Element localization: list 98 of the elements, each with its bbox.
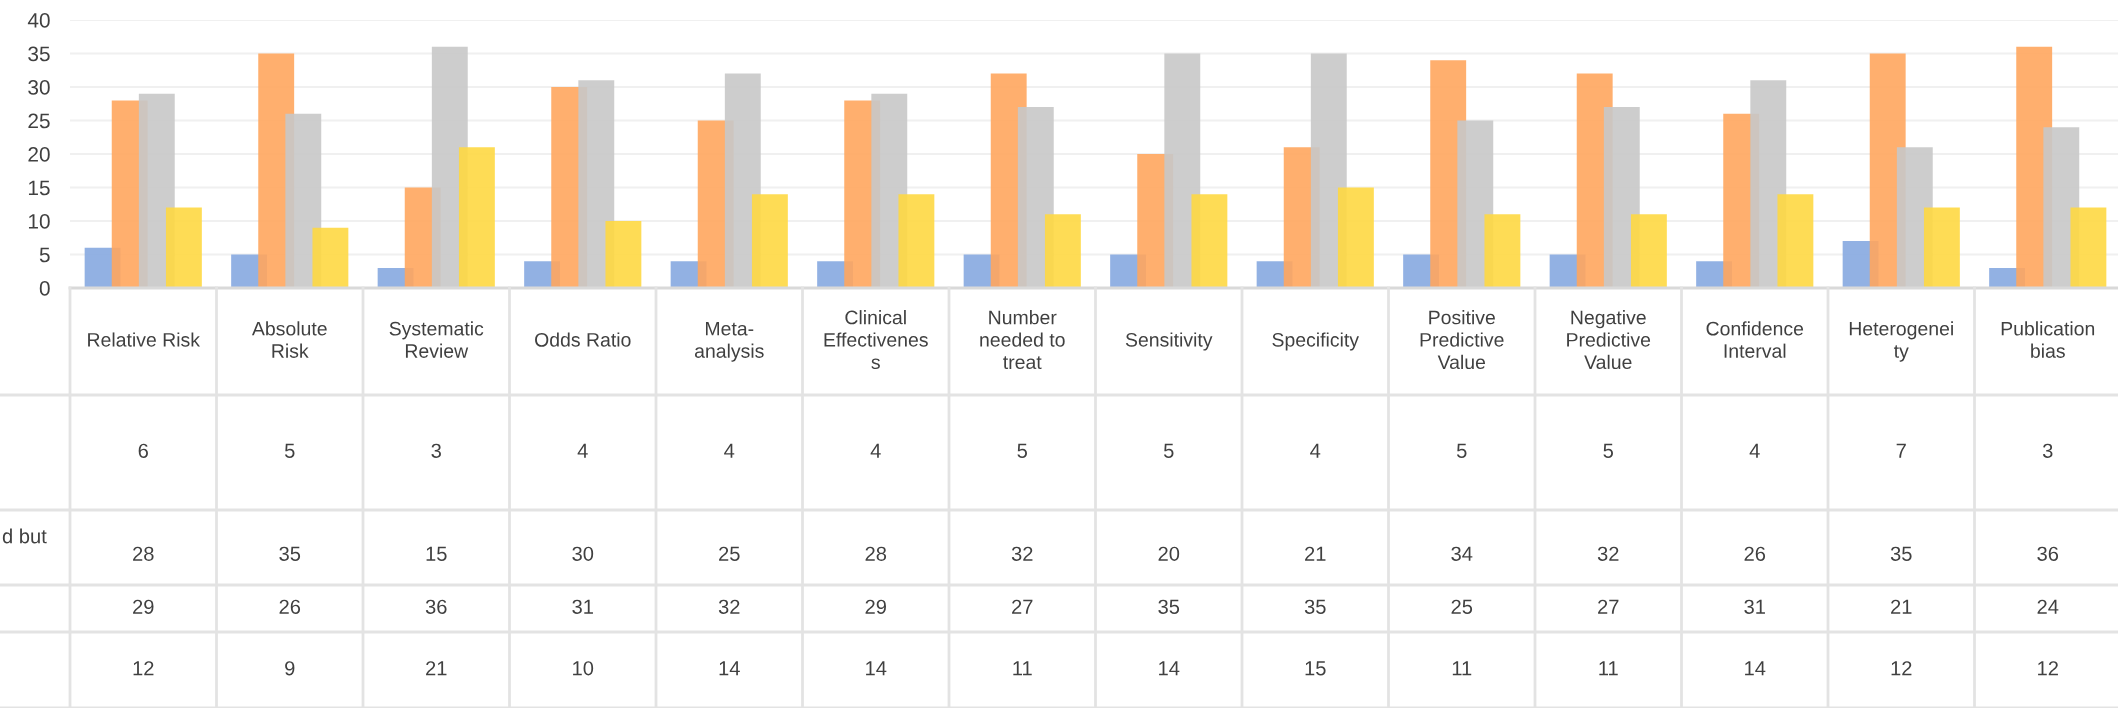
bar <box>1164 53 1201 288</box>
x-tick-label: Confidence Interval <box>1706 321 1804 358</box>
data-label: 32 <box>718 599 740 614</box>
data-label: 5 <box>1456 443 1467 458</box>
bar <box>312 227 349 288</box>
bar <box>1044 214 1081 288</box>
bar <box>2070 207 2107 288</box>
y-tick-label: 15 <box>28 180 50 196</box>
data-label: 5 <box>1603 443 1614 458</box>
data-label: 28 <box>865 546 887 561</box>
data-label: 34 <box>1451 546 1473 561</box>
data-label: 35 <box>1890 546 1912 561</box>
y-tick-label: 20 <box>28 147 50 162</box>
y-tick-label: 5 <box>39 247 50 263</box>
y-tick-label: 0 <box>39 281 50 296</box>
data-label: 29 <box>865 599 886 614</box>
x-tick-label: Meta- analysis <box>694 321 764 362</box>
data-label: 28 <box>133 546 154 561</box>
data-label: 29 <box>133 599 154 614</box>
y-tick-label: 25 <box>28 113 50 129</box>
data-label: 30 <box>572 546 594 561</box>
data-label: 15 <box>426 546 447 561</box>
bar <box>898 194 935 288</box>
x-tick-label: Publication bias <box>2001 321 2095 358</box>
data-label: 7 <box>1896 443 1906 458</box>
x-tick-label: Heterogenei ty <box>1849 321 1953 362</box>
data-label: 11 <box>1013 661 1032 676</box>
bar <box>1923 207 1960 288</box>
data-label: 26 <box>279 599 301 614</box>
data-label: 32 <box>1011 546 1033 561</box>
data-label: 20 <box>1158 546 1180 561</box>
data-label: 4 <box>1749 443 1760 458</box>
data-label: 25 <box>1451 599 1473 614</box>
x-tick-label: Systematic Review <box>389 321 484 358</box>
data-label: 3 <box>2042 443 2053 458</box>
data-label: 5 <box>1163 443 1174 458</box>
y-tick-label: 30 <box>28 80 50 95</box>
bar <box>1337 187 1374 288</box>
bar <box>1191 194 1228 288</box>
x-tick-label: Specificity <box>1272 332 1359 351</box>
data-label: 35 <box>1304 599 1326 614</box>
bar <box>1484 214 1521 288</box>
data-label: 14 <box>866 661 887 676</box>
bar <box>165 207 202 288</box>
data-label: 26 <box>1744 546 1766 561</box>
bar <box>1630 214 1667 288</box>
data-label: 14 <box>1159 661 1180 676</box>
data-label: 15 <box>1305 661 1326 676</box>
x-tick-label: Sensitivity <box>1125 332 1213 351</box>
text: d but <box>2 528 47 544</box>
data-label: 24 <box>2037 599 2059 614</box>
data-label: 21 <box>1305 546 1326 561</box>
bar <box>285 113 322 288</box>
x-tick-label: Number needed to treat <box>980 310 1065 370</box>
data-label: 31 <box>1744 599 1765 614</box>
data-label: 36 <box>425 599 447 614</box>
data-label: 3 <box>431 443 441 458</box>
x-tick-label: Relative Risk <box>88 332 201 347</box>
x-tick-label: Negative Predictive Value <box>1567 310 1651 370</box>
bar <box>578 80 615 288</box>
data-label: 5 <box>1017 443 1028 458</box>
data-label: 6 <box>138 443 148 458</box>
y-tick-label: 40 <box>27 13 50 28</box>
data-label: 12 <box>2038 661 2058 676</box>
data-label: 12 <box>1891 661 1912 676</box>
x-tick-label: Absolute Risk <box>251 321 327 358</box>
data-label: 11 <box>1599 661 1618 676</box>
bar <box>605 221 642 288</box>
data-label: 4 <box>577 443 588 458</box>
data-label: 21 <box>426 661 447 676</box>
data-label: 25 <box>719 546 740 561</box>
data-label: 36 <box>2037 546 2059 561</box>
bar <box>751 194 788 288</box>
data-label: 14 <box>1745 661 1766 676</box>
x-tick-label: Odds Ratio <box>535 332 631 347</box>
data-label: 4 <box>1310 443 1321 458</box>
data-label: 31 <box>572 599 593 614</box>
data-label: 35 <box>279 546 301 561</box>
data-label: 5 <box>284 443 295 458</box>
data-label: 32 <box>1597 546 1619 561</box>
data-label: 11 <box>1452 661 1472 676</box>
data-label: 27 <box>1598 599 1619 614</box>
data-label: 10 <box>573 661 594 676</box>
data-label: 27 <box>1012 599 1033 614</box>
data-label: 35 <box>1158 599 1180 614</box>
data-label: 12 <box>133 661 154 676</box>
bar <box>458 147 495 288</box>
x-tick-label: Clinical Effectivenes s <box>824 310 928 370</box>
data-label: 4 <box>724 443 735 458</box>
data-label: 21 <box>1891 599 1912 614</box>
y-tick-label: 10 <box>28 214 50 229</box>
bar <box>1603 107 1640 288</box>
data-label: 9 <box>285 661 295 676</box>
y-tick-label: 35 <box>28 46 50 62</box>
bar <box>1777 194 1814 288</box>
data-label: 4 <box>870 443 881 458</box>
data-label: 14 <box>719 661 740 676</box>
x-tick-label: Positive Predictive Value <box>1420 310 1504 370</box>
